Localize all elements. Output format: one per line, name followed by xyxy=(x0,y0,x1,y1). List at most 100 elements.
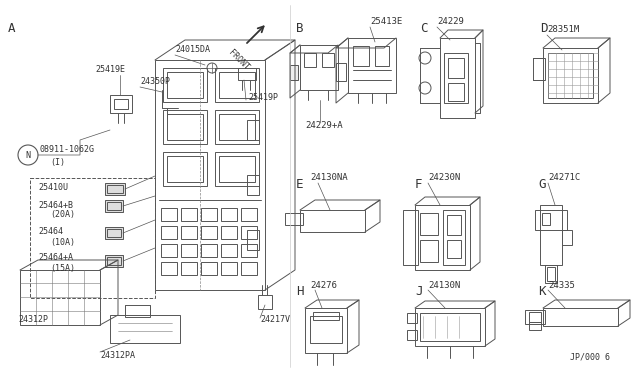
Bar xyxy=(313,312,339,320)
Text: 25464+A: 25464+A xyxy=(38,253,73,263)
Bar xyxy=(290,65,298,80)
Text: A: A xyxy=(8,22,15,35)
Text: 24130N: 24130N xyxy=(428,280,460,289)
Bar xyxy=(167,156,203,182)
Text: 25413E: 25413E xyxy=(370,17,403,26)
Bar xyxy=(447,215,461,235)
Bar xyxy=(161,226,177,239)
Bar xyxy=(219,72,255,98)
Text: D: D xyxy=(540,22,547,35)
Bar xyxy=(529,312,541,322)
Bar xyxy=(238,68,256,80)
Bar xyxy=(181,262,197,275)
Bar xyxy=(125,305,150,317)
Bar xyxy=(105,255,123,267)
Bar xyxy=(201,244,217,257)
Bar xyxy=(107,202,121,210)
Bar xyxy=(247,120,259,140)
Text: 24271C: 24271C xyxy=(548,173,580,183)
Text: G: G xyxy=(538,178,545,191)
Bar xyxy=(447,240,461,258)
Bar xyxy=(348,38,396,93)
Bar xyxy=(545,265,557,283)
Bar xyxy=(548,53,593,98)
Text: 24015DA: 24015DA xyxy=(175,45,210,55)
Text: 28351M: 28351M xyxy=(547,26,579,35)
Bar xyxy=(107,229,121,237)
Text: 25419E: 25419E xyxy=(95,65,125,74)
Bar xyxy=(542,213,550,225)
Bar xyxy=(110,95,132,113)
Bar xyxy=(241,244,257,257)
Text: H: H xyxy=(296,285,303,298)
Bar xyxy=(300,210,365,232)
Text: 25410U: 25410U xyxy=(38,183,68,192)
Bar xyxy=(535,210,567,230)
Bar xyxy=(415,308,485,346)
Bar xyxy=(529,322,541,330)
Bar xyxy=(161,244,177,257)
Text: 24335: 24335 xyxy=(548,280,575,289)
Bar xyxy=(443,210,465,265)
Bar xyxy=(114,99,128,109)
Bar xyxy=(181,244,197,257)
Bar xyxy=(155,60,265,290)
Text: E: E xyxy=(296,178,303,191)
Text: 25464+B: 25464+B xyxy=(38,201,73,209)
Bar xyxy=(403,210,418,265)
Bar xyxy=(322,53,334,67)
Bar xyxy=(420,240,438,262)
Bar xyxy=(420,313,480,341)
Bar xyxy=(215,68,259,102)
Bar xyxy=(305,308,347,353)
Bar xyxy=(161,208,177,221)
Text: K: K xyxy=(538,285,545,298)
Bar xyxy=(440,38,475,118)
Bar xyxy=(415,205,470,270)
Bar xyxy=(181,226,197,239)
Bar xyxy=(304,53,316,67)
Bar xyxy=(110,315,180,343)
Bar xyxy=(375,46,389,66)
Bar xyxy=(221,208,237,221)
Bar xyxy=(353,46,369,66)
Text: 24312P: 24312P xyxy=(18,315,48,324)
Bar xyxy=(247,230,259,250)
Bar xyxy=(215,152,259,186)
Bar xyxy=(163,68,207,102)
Bar xyxy=(407,330,417,340)
Bar xyxy=(547,267,555,281)
Bar xyxy=(540,205,562,265)
Bar xyxy=(163,152,207,186)
Text: 08911-1062G: 08911-1062G xyxy=(40,145,95,154)
Bar xyxy=(201,226,217,239)
Bar xyxy=(448,83,464,101)
Bar xyxy=(107,257,121,265)
Bar xyxy=(420,213,438,235)
Bar xyxy=(562,230,572,245)
Bar xyxy=(219,114,255,140)
Text: 24230N: 24230N xyxy=(428,173,460,183)
Bar xyxy=(285,213,303,225)
Bar xyxy=(525,310,545,324)
Text: 24229+A: 24229+A xyxy=(305,121,342,129)
Bar xyxy=(167,114,203,140)
Text: N: N xyxy=(26,151,31,160)
Bar xyxy=(241,262,257,275)
Text: JP/000 6: JP/000 6 xyxy=(570,353,610,362)
Text: 24276: 24276 xyxy=(310,280,337,289)
Bar xyxy=(20,270,100,325)
Bar xyxy=(167,72,203,98)
Bar xyxy=(221,244,237,257)
Bar xyxy=(163,110,207,144)
Text: 24130NA: 24130NA xyxy=(310,173,348,183)
Bar xyxy=(543,48,598,103)
Bar xyxy=(448,58,464,78)
Bar xyxy=(444,53,468,103)
Bar xyxy=(241,208,257,221)
Text: (I): (I) xyxy=(50,157,65,167)
Bar xyxy=(336,63,346,81)
Text: (15A): (15A) xyxy=(50,263,75,273)
Text: 24217V: 24217V xyxy=(260,315,290,324)
Bar xyxy=(247,175,259,195)
